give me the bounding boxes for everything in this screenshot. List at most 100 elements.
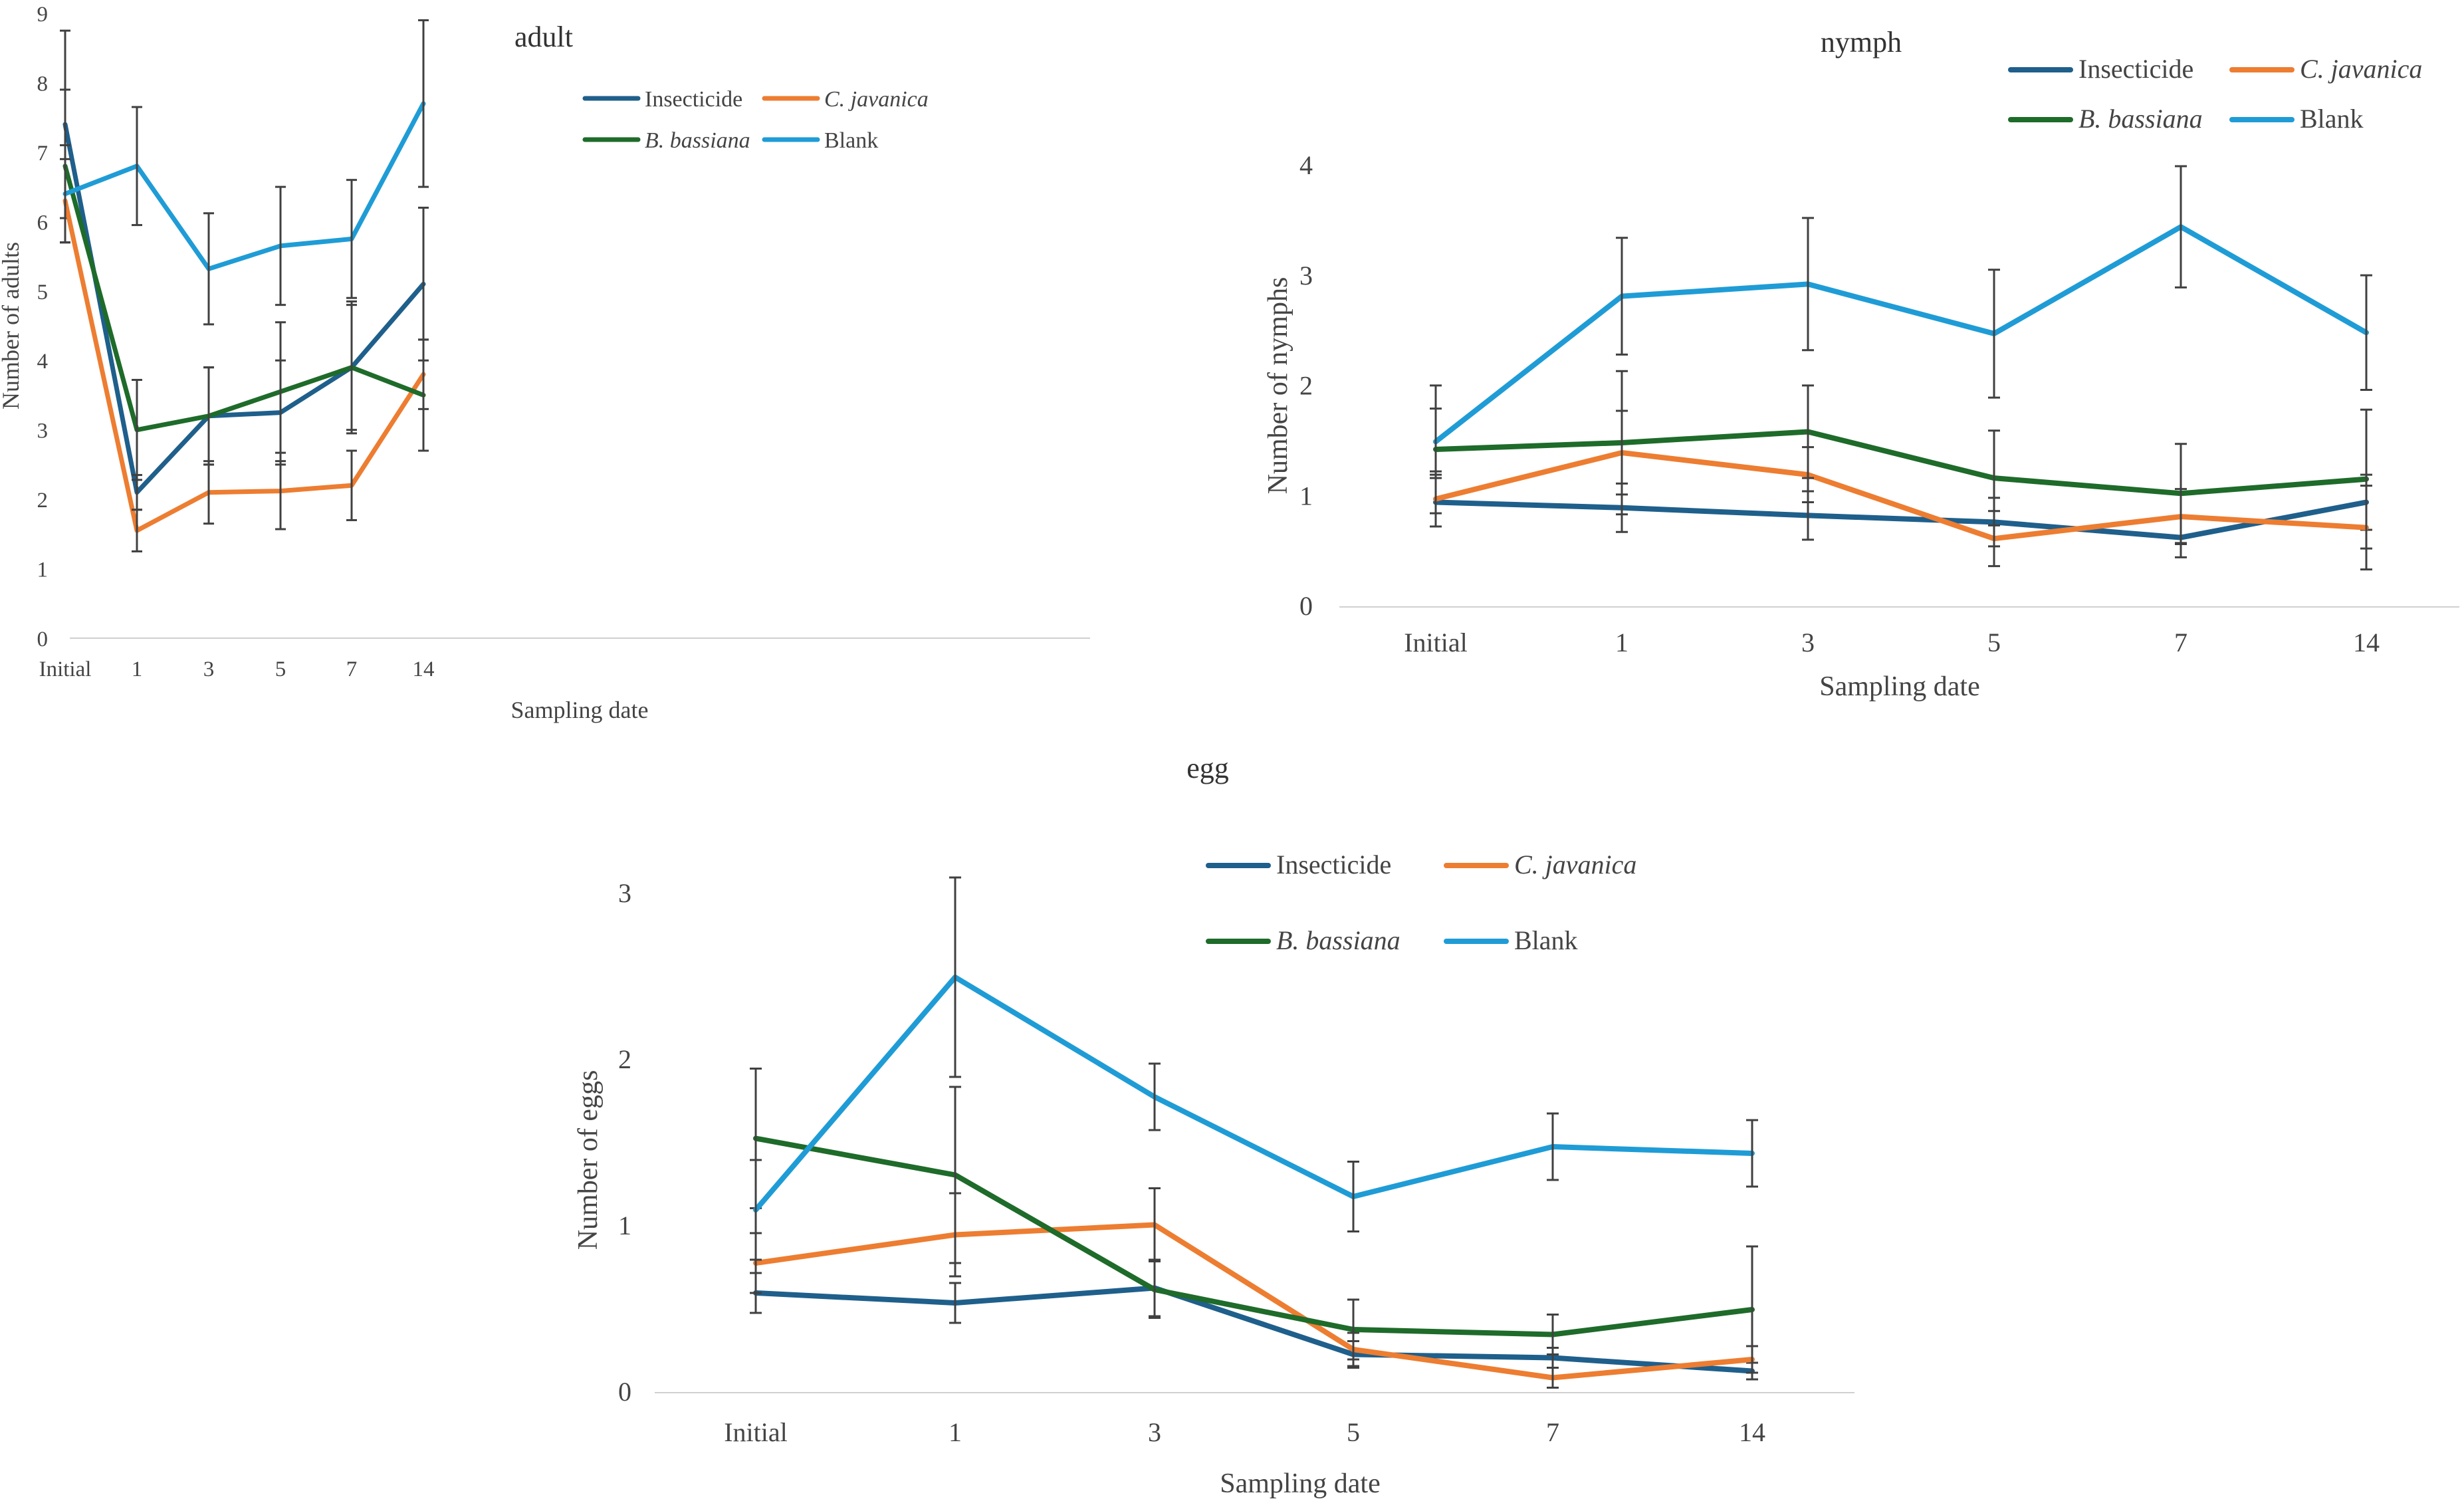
egg-series-layer (750, 876, 1758, 1389)
nymph-error-bar-blank (2360, 274, 2372, 391)
nymph-x-axis-title: Sampling date (1819, 671, 1979, 702)
adult-error-bar-blank (275, 185, 286, 306)
egg-legend: Insecticide C. javanica B. bassiana Blank (1206, 850, 1636, 955)
nymph-series-line-c-javanica (1433, 450, 2369, 542)
nymph-legend-item-blank: Blank (2229, 104, 2364, 134)
nymph-y-tick-label: 2 (1299, 371, 1313, 401)
nymph-x-tick-label: Initial (1404, 628, 1468, 657)
adult-error-bar-blank (60, 144, 70, 244)
adult-legend-label-c-javanica: C. javanica (824, 87, 929, 112)
nymph-y-tick-label: 4 (1299, 150, 1313, 180)
egg-y-tick-labels: 0 1 2 3 (618, 878, 631, 1407)
nymph-x-tick-label: 5 (1987, 628, 2001, 657)
egg-x-tick-label: 7 (1546, 1417, 1559, 1447)
adult-y-tick-label: 9 (37, 3, 49, 27)
egg-series-line-insecticide (753, 1285, 1755, 1374)
adult-legend-item-c-javanica: C. javanica (762, 87, 929, 112)
nymph-error-bar-blank (1988, 269, 2000, 399)
egg-x-tick-label: Initial (724, 1417, 788, 1447)
adult-x-tick-label: Initial (39, 657, 92, 681)
adult-y-tick-label: 7 (37, 142, 49, 166)
egg-x-tick-label: 5 (1347, 1417, 1360, 1447)
nymph-y-tick-label: 3 (1299, 261, 1313, 290)
egg-x-tick-label: 14 (1739, 1417, 1765, 1447)
egg-y-tick-label: 3 (618, 878, 631, 908)
egg-series-line-blank (753, 975, 1755, 1213)
nymph-legend-item-c-javanica: C. javanica (2229, 54, 2422, 84)
nymph-x-tick-label: 7 (2174, 628, 2187, 657)
egg-error-bar-blank (949, 876, 961, 1078)
nymph-error-bar-blank (1802, 217, 1814, 352)
adult-series-layer (60, 19, 429, 552)
nymph-legend-label-blank: Blank (2300, 104, 2364, 134)
adult-chart-title: adult (514, 21, 573, 53)
adult-legend-item-blank: Blank (762, 128, 878, 153)
adult-legend: Insecticide C. javanica B. bassiana Blank (582, 87, 929, 153)
adult-x-tick-label: 5 (275, 657, 286, 681)
egg-legend-item-insecticide: Insecticide (1206, 850, 1391, 879)
nymph-series-line-blank (1433, 224, 2369, 445)
adult-error-bar-b-bassiana (132, 378, 142, 481)
adult-y-tick-label: 2 (37, 489, 49, 513)
adult-series-line-blank (62, 101, 426, 271)
nymph-y-tick-label: 1 (1299, 481, 1313, 511)
egg-error-bar-blank (750, 1159, 762, 1261)
egg-error-bar-blank (1347, 1161, 1359, 1232)
egg-y-tick-label: 2 (618, 1044, 631, 1074)
nymph-y-tick-labels: 0 1 2 3 4 (1299, 150, 1313, 621)
adult-y-tick-label: 0 (37, 628, 49, 651)
nymph-error-bar-b-bassiana (1802, 384, 1814, 479)
egg-y-axis-title: Number of eggs (573, 1070, 604, 1250)
egg-series-line-c-javanica (753, 1222, 1755, 1381)
egg-chart-title: egg (1186, 752, 1229, 784)
nymph-x-tick-labels: Initial 1 3 5 7 14 (1404, 628, 2380, 657)
adult-legend-label-b-bassiana: B. bassiana (645, 128, 750, 153)
nymph-x-tick-label: 1 (1615, 628, 1628, 657)
nymph-error-bar-blank (1616, 237, 1628, 356)
egg-x-axis-title: Sampling date (1220, 1468, 1380, 1499)
adult-series-line-insecticide (62, 122, 426, 495)
nymph-legend-label-c-javanica: C. javanica (2300, 54, 2422, 84)
adult-x-tick-label: 1 (132, 657, 143, 681)
adult-error-bar-c-javanica (132, 509, 142, 552)
nymph-legend-item-b-bassiana: B. bassiana (2008, 104, 2203, 134)
nymph-x-tick-label: 3 (1801, 628, 1815, 657)
nymph-x-tick-label: 14 (2353, 628, 2380, 657)
adult-chart: adult 0 1 2 3 4 5 6 7 8 9 Initial 1 3 5 7 14 Sampling … (0, 3, 1090, 723)
egg-y-tick-label: 0 (618, 1377, 631, 1407)
adult-y-tick-label: 5 (37, 281, 49, 304)
nymph-legend-item-insecticide: Insecticide (2008, 54, 2193, 84)
adult-x-tick-labels: Initial 1 3 5 7 14 (39, 657, 435, 681)
adult-error-bar-blank (132, 106, 142, 227)
egg-legend-label-b-bassiana: B. bassiana (1276, 925, 1400, 955)
adult-y-tick-label: 8 (37, 72, 49, 96)
adult-x-axis-title: Sampling date (511, 697, 649, 723)
adult-error-bar-b-bassiana (275, 321, 286, 463)
nymph-y-axis-title: Number of nymphs (1263, 277, 1293, 495)
nymph-legend-label-b-bassiana: B. bassiana (2078, 104, 2203, 134)
adult-error-bar-b-bassiana (203, 366, 214, 466)
adult-y-tick-label: 4 (37, 350, 49, 374)
adult-series-line-b-bassiana (62, 164, 426, 433)
nymph-error-bar-b-bassiana (1616, 370, 1628, 516)
egg-legend-label-insecticide: Insecticide (1276, 850, 1391, 879)
nymph-legend: Insecticide C. javanica B. bassiana Blank (2008, 54, 2422, 134)
egg-error-bar-insecticide (949, 1282, 961, 1324)
adult-y-tick-label: 6 (37, 211, 49, 235)
egg-legend-item-b-bassiana: B. bassiana (1206, 925, 1400, 955)
adult-legend-item-b-bassiana: B. bassiana (582, 128, 750, 153)
adult-x-tick-label: 3 (203, 657, 215, 681)
egg-series-line-b-bassiana (753, 1135, 1755, 1337)
egg-legend-label-blank: Blank (1514, 925, 1578, 955)
adult-error-bar-blank (346, 179, 357, 299)
adult-x-tick-label: 14 (413, 657, 435, 681)
egg-error-bar-b-bassiana (1347, 1298, 1359, 1361)
egg-legend-item-c-javanica: C. javanica (1444, 850, 1636, 879)
egg-error-bar-b-bassiana (1746, 1245, 1758, 1374)
nymph-series-line-b-bassiana (1433, 429, 2369, 497)
egg-error-bar-b-bassiana (1547, 1314, 1559, 1355)
adult-error-bar-blank (203, 212, 214, 326)
egg-error-bar-b-bassiana (949, 1086, 961, 1264)
